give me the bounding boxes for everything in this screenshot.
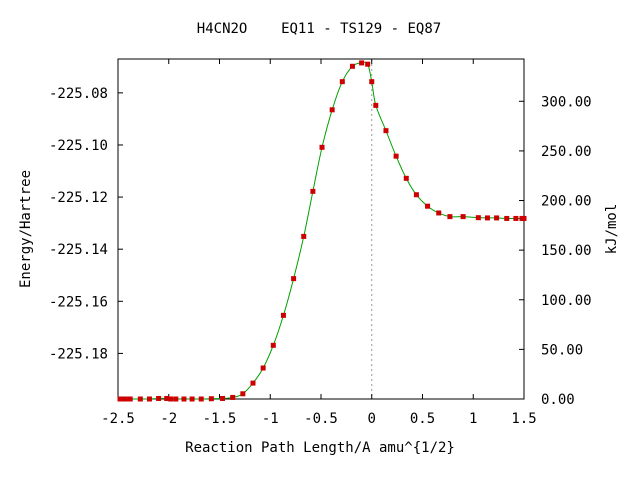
data-point xyxy=(513,215,519,221)
x-tick-label: 1 xyxy=(469,411,477,427)
data-point xyxy=(250,380,256,386)
y-right-tick-label: 200.00 xyxy=(541,194,592,210)
data-point xyxy=(369,79,375,85)
data-point xyxy=(164,395,170,401)
x-tick-label: 0.5 xyxy=(410,411,435,427)
y-right-tick-label: 150.00 xyxy=(541,243,592,259)
data-point xyxy=(181,396,187,402)
data-point xyxy=(120,396,126,402)
data-point xyxy=(447,214,453,220)
data-point xyxy=(189,396,195,402)
x-tick-label: -0.5 xyxy=(304,411,338,427)
y-right-axis-label: kJ/mol xyxy=(604,204,620,255)
data-point xyxy=(270,342,276,348)
data-point xyxy=(301,233,307,239)
data-point xyxy=(127,396,133,402)
x-tick-label: -1.5 xyxy=(203,411,237,427)
x-tick-label: -1 xyxy=(262,411,279,427)
data-point xyxy=(168,396,174,402)
x-tick-label: -2.5 xyxy=(101,411,135,427)
data-point xyxy=(359,60,365,66)
y-left-tick-label: -225.12 xyxy=(49,190,108,206)
y-right-tick-label: 250.00 xyxy=(541,144,592,160)
data-point xyxy=(425,203,431,209)
energy-curve xyxy=(120,61,524,400)
data-point xyxy=(339,79,345,85)
data-point xyxy=(373,102,379,108)
data-point xyxy=(146,396,152,402)
data-points xyxy=(117,60,527,402)
data-point xyxy=(173,396,179,402)
data-point xyxy=(123,396,129,402)
x-ticks: -2.5 -2 -1.5 -1 -0.5 0 0.5 1 1.5 xyxy=(101,59,537,427)
y-left-tick-label: -225.14 xyxy=(49,242,108,258)
x-tick-label: 0 xyxy=(368,411,376,427)
data-point xyxy=(137,396,143,402)
data-point xyxy=(383,128,389,134)
data-point xyxy=(198,396,204,402)
y-right-tick-label: 300.00 xyxy=(541,94,592,110)
y-left-tick-label: -225.10 xyxy=(49,138,108,154)
data-point xyxy=(349,63,355,69)
y-right-tick-label: 50.00 xyxy=(541,342,583,358)
x-axis-label: Reaction Path Length/A amu^{1/2} xyxy=(185,440,455,456)
y-left-tick-label: -225.18 xyxy=(49,346,108,362)
data-point xyxy=(208,396,214,402)
chart-title: H4CN2O EQ11 - TS129 - EQ87 xyxy=(197,21,441,37)
data-point xyxy=(260,365,266,371)
data-point xyxy=(436,210,442,216)
data-point xyxy=(413,192,419,198)
y-left-tick-label: -225.08 xyxy=(49,86,108,102)
data-point xyxy=(220,395,226,401)
data-point xyxy=(240,391,246,397)
data-point xyxy=(521,215,527,221)
x-tick-label: -2 xyxy=(160,411,177,427)
y-left-axis-label: Energy/Hartree xyxy=(18,170,34,288)
plot-frame xyxy=(117,58,525,400)
y-left-tick-label: -225.16 xyxy=(49,294,108,310)
data-point xyxy=(460,214,466,220)
data-point xyxy=(504,215,510,221)
y-right-ticks: 300.00 250.00 200.00 150.00 100.00 50.00 0.00 xyxy=(519,94,592,408)
data-point xyxy=(393,153,399,159)
y-right-tick-label: 100.00 xyxy=(541,293,592,309)
x-tick-label: 1.5 xyxy=(511,411,536,427)
y-left-ticks: -225.08 -225.10 -225.12 -225.14 -225.16 -225.… xyxy=(49,86,123,362)
data-point xyxy=(156,395,162,401)
data-point xyxy=(230,394,236,400)
data-point xyxy=(117,396,123,402)
data-point xyxy=(475,215,481,221)
data-point xyxy=(484,215,490,221)
data-point xyxy=(291,276,297,282)
data-point xyxy=(365,61,371,67)
data-point xyxy=(494,215,500,221)
data-point xyxy=(310,188,316,194)
data-point xyxy=(403,175,409,181)
y-right-tick-label: 0.00 xyxy=(541,392,575,408)
data-point xyxy=(280,312,286,318)
data-point xyxy=(319,144,325,150)
data-point xyxy=(329,107,335,113)
